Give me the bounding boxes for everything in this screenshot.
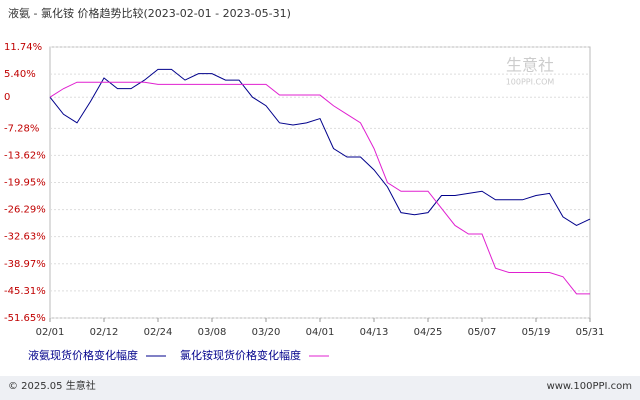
x-tick-label: 02/01	[36, 327, 65, 338]
y-tick-label: -45.31%	[4, 286, 46, 297]
x-tick-label: 04/01	[306, 327, 335, 338]
series-line	[49, 68, 591, 227]
x-tick-label: 04/13	[360, 327, 389, 338]
watermark: 生意社	[506, 56, 554, 75]
x-tick-label: 05/19	[522, 327, 551, 338]
legend-label: 液氨现货价格变化幅度	[28, 348, 138, 362]
y-tick-label: -19.95%	[4, 177, 46, 188]
footer-bar	[0, 376, 640, 400]
y-tick-label: 11.74%	[4, 42, 42, 53]
x-tick-label: 02/12	[90, 327, 119, 338]
x-tick-label: 02/24	[144, 327, 173, 338]
x-tick-label: 04/25	[414, 327, 443, 338]
y-tick-label: 5.40%	[4, 69, 36, 80]
footer-right: www.100PPI.com	[547, 381, 632, 392]
legend-label: 氯化铵现货价格变化幅度	[180, 348, 301, 362]
x-tick-label: 03/20	[252, 327, 281, 338]
y-tick-label: -38.97%	[4, 259, 46, 270]
x-tick-label: 03/08	[198, 327, 227, 338]
y-tick-label: -7.28%	[4, 123, 39, 134]
series-line	[49, 81, 590, 295]
y-tick-label: -32.63%	[4, 232, 46, 243]
chart-title: 液氨 - 氯化铵 价格趋势比较(2023-02-01 - 2023-05-31)	[8, 6, 291, 20]
x-tick-label: 05/31	[576, 327, 605, 338]
y-tick-label: -13.62%	[4, 150, 46, 161]
y-tick-label: -51.65%	[4, 313, 46, 324]
y-tick-label: -26.29%	[4, 205, 46, 216]
watermark-sub: 100PPI.COM	[506, 78, 555, 87]
y-tick-label: 0	[4, 92, 10, 103]
x-tick-label: 05/07	[468, 327, 497, 338]
footer-left: © 2025.05 生意社	[8, 379, 96, 392]
